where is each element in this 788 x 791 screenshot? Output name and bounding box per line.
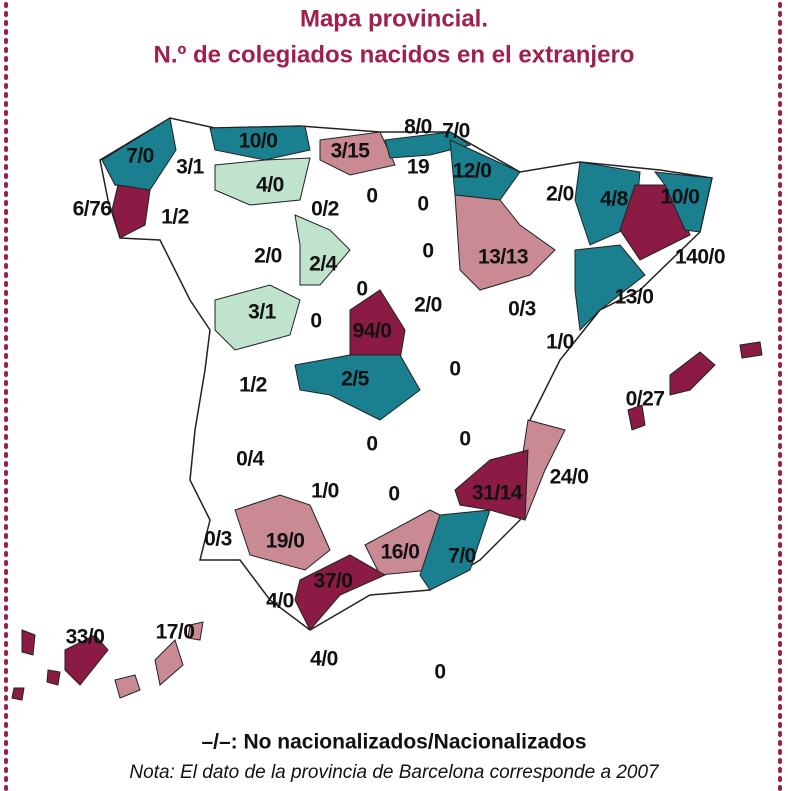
- province-label: 7/0: [442, 120, 470, 143]
- province-label: 0/27: [626, 388, 665, 411]
- province-label: 0: [449, 358, 460, 381]
- province: [574, 244, 646, 332]
- province-label: 0/3: [508, 298, 536, 321]
- title-line-2: N.º de colegiados nacidos en el extranje…: [154, 41, 635, 68]
- province-label: 0: [366, 185, 377, 208]
- province-label: 94/0: [353, 320, 392, 343]
- province: [669, 351, 716, 396]
- province-label: 33/0: [66, 626, 105, 649]
- province: [11, 687, 25, 701]
- province: [114, 674, 141, 699]
- legend: –/–: No nacionalizados/Nacionalizados: [201, 731, 586, 754]
- province-label: 2/5: [341, 368, 370, 391]
- province: [21, 629, 36, 656]
- province-label: 19/0: [266, 530, 305, 553]
- title-line-1: Mapa provincial.: [300, 5, 488, 32]
- province-label: 1/0: [311, 480, 339, 503]
- province-label: 17/0: [156, 621, 195, 644]
- province: [653, 171, 713, 233]
- province-label: 19: [407, 156, 429, 179]
- province-label: 2/0: [546, 183, 574, 206]
- province: [294, 354, 421, 421]
- province-label: 0: [366, 433, 377, 456]
- province: [64, 634, 109, 686]
- province-label: 31/14: [472, 482, 523, 505]
- province-label: 0: [422, 240, 433, 263]
- province: [154, 639, 184, 686]
- province-label: 4/0: [256, 174, 284, 197]
- province-label: 2/0: [414, 294, 442, 317]
- province-label: 140/0: [675, 246, 725, 269]
- province: [46, 669, 61, 686]
- province: [384, 131, 472, 159]
- province-label: 0/2: [311, 198, 339, 221]
- province-label: 4/8: [600, 188, 629, 211]
- province: [739, 341, 763, 359]
- province: [111, 184, 151, 239]
- province: [419, 509, 491, 591]
- province-label: 3/1: [176, 156, 205, 179]
- province-label: 0: [459, 428, 470, 451]
- province-label: 6/76: [73, 198, 112, 221]
- province-label: 24/0: [550, 466, 589, 489]
- province: [294, 554, 387, 631]
- provinces: [11, 117, 763, 701]
- province: [619, 184, 691, 261]
- province-label: 0: [417, 193, 428, 216]
- province-label: 13/0: [615, 286, 654, 309]
- province-label: 3/15: [331, 140, 371, 163]
- province-label: 2/0: [254, 245, 282, 268]
- province: [234, 494, 331, 571]
- province: [319, 131, 396, 176]
- province-label: 3/1: [248, 301, 277, 324]
- province-label: 0: [356, 278, 367, 301]
- province-label: 2/4: [309, 253, 338, 276]
- note: Nota: El dato de la provincia de Barcelo…: [129, 762, 660, 783]
- province-label: 0/4: [236, 448, 265, 471]
- province-label: 0/3: [204, 528, 232, 551]
- province-label: 16/0: [381, 541, 420, 564]
- province: [209, 125, 311, 161]
- province-label: 1/0: [546, 331, 574, 354]
- province-label: 10/0: [239, 130, 278, 153]
- province: [101, 117, 177, 191]
- province-label: 37/0: [314, 570, 353, 593]
- province-label: 0: [434, 661, 445, 684]
- province: [214, 284, 301, 351]
- province-label: 0: [310, 310, 321, 333]
- province-label: 4/0: [266, 590, 294, 613]
- province-label: 10/0: [661, 186, 700, 209]
- province: [187, 621, 204, 641]
- province-label: 8/0: [404, 116, 432, 139]
- province-label: 7/0: [126, 145, 154, 168]
- province-label: 7/0: [448, 545, 476, 568]
- province: [627, 404, 646, 431]
- province-label: 4/0: [310, 648, 338, 671]
- province: [349, 289, 406, 361]
- province: [294, 214, 351, 286]
- province-label: 1/2: [239, 374, 267, 397]
- province: [214, 157, 311, 206]
- province-label: 13/13: [478, 246, 528, 269]
- province: [454, 194, 556, 291]
- province-label: 12/0: [453, 160, 492, 183]
- province: [454, 449, 529, 521]
- province-label: 0: [388, 483, 399, 506]
- province-label: 1/2: [161, 206, 189, 229]
